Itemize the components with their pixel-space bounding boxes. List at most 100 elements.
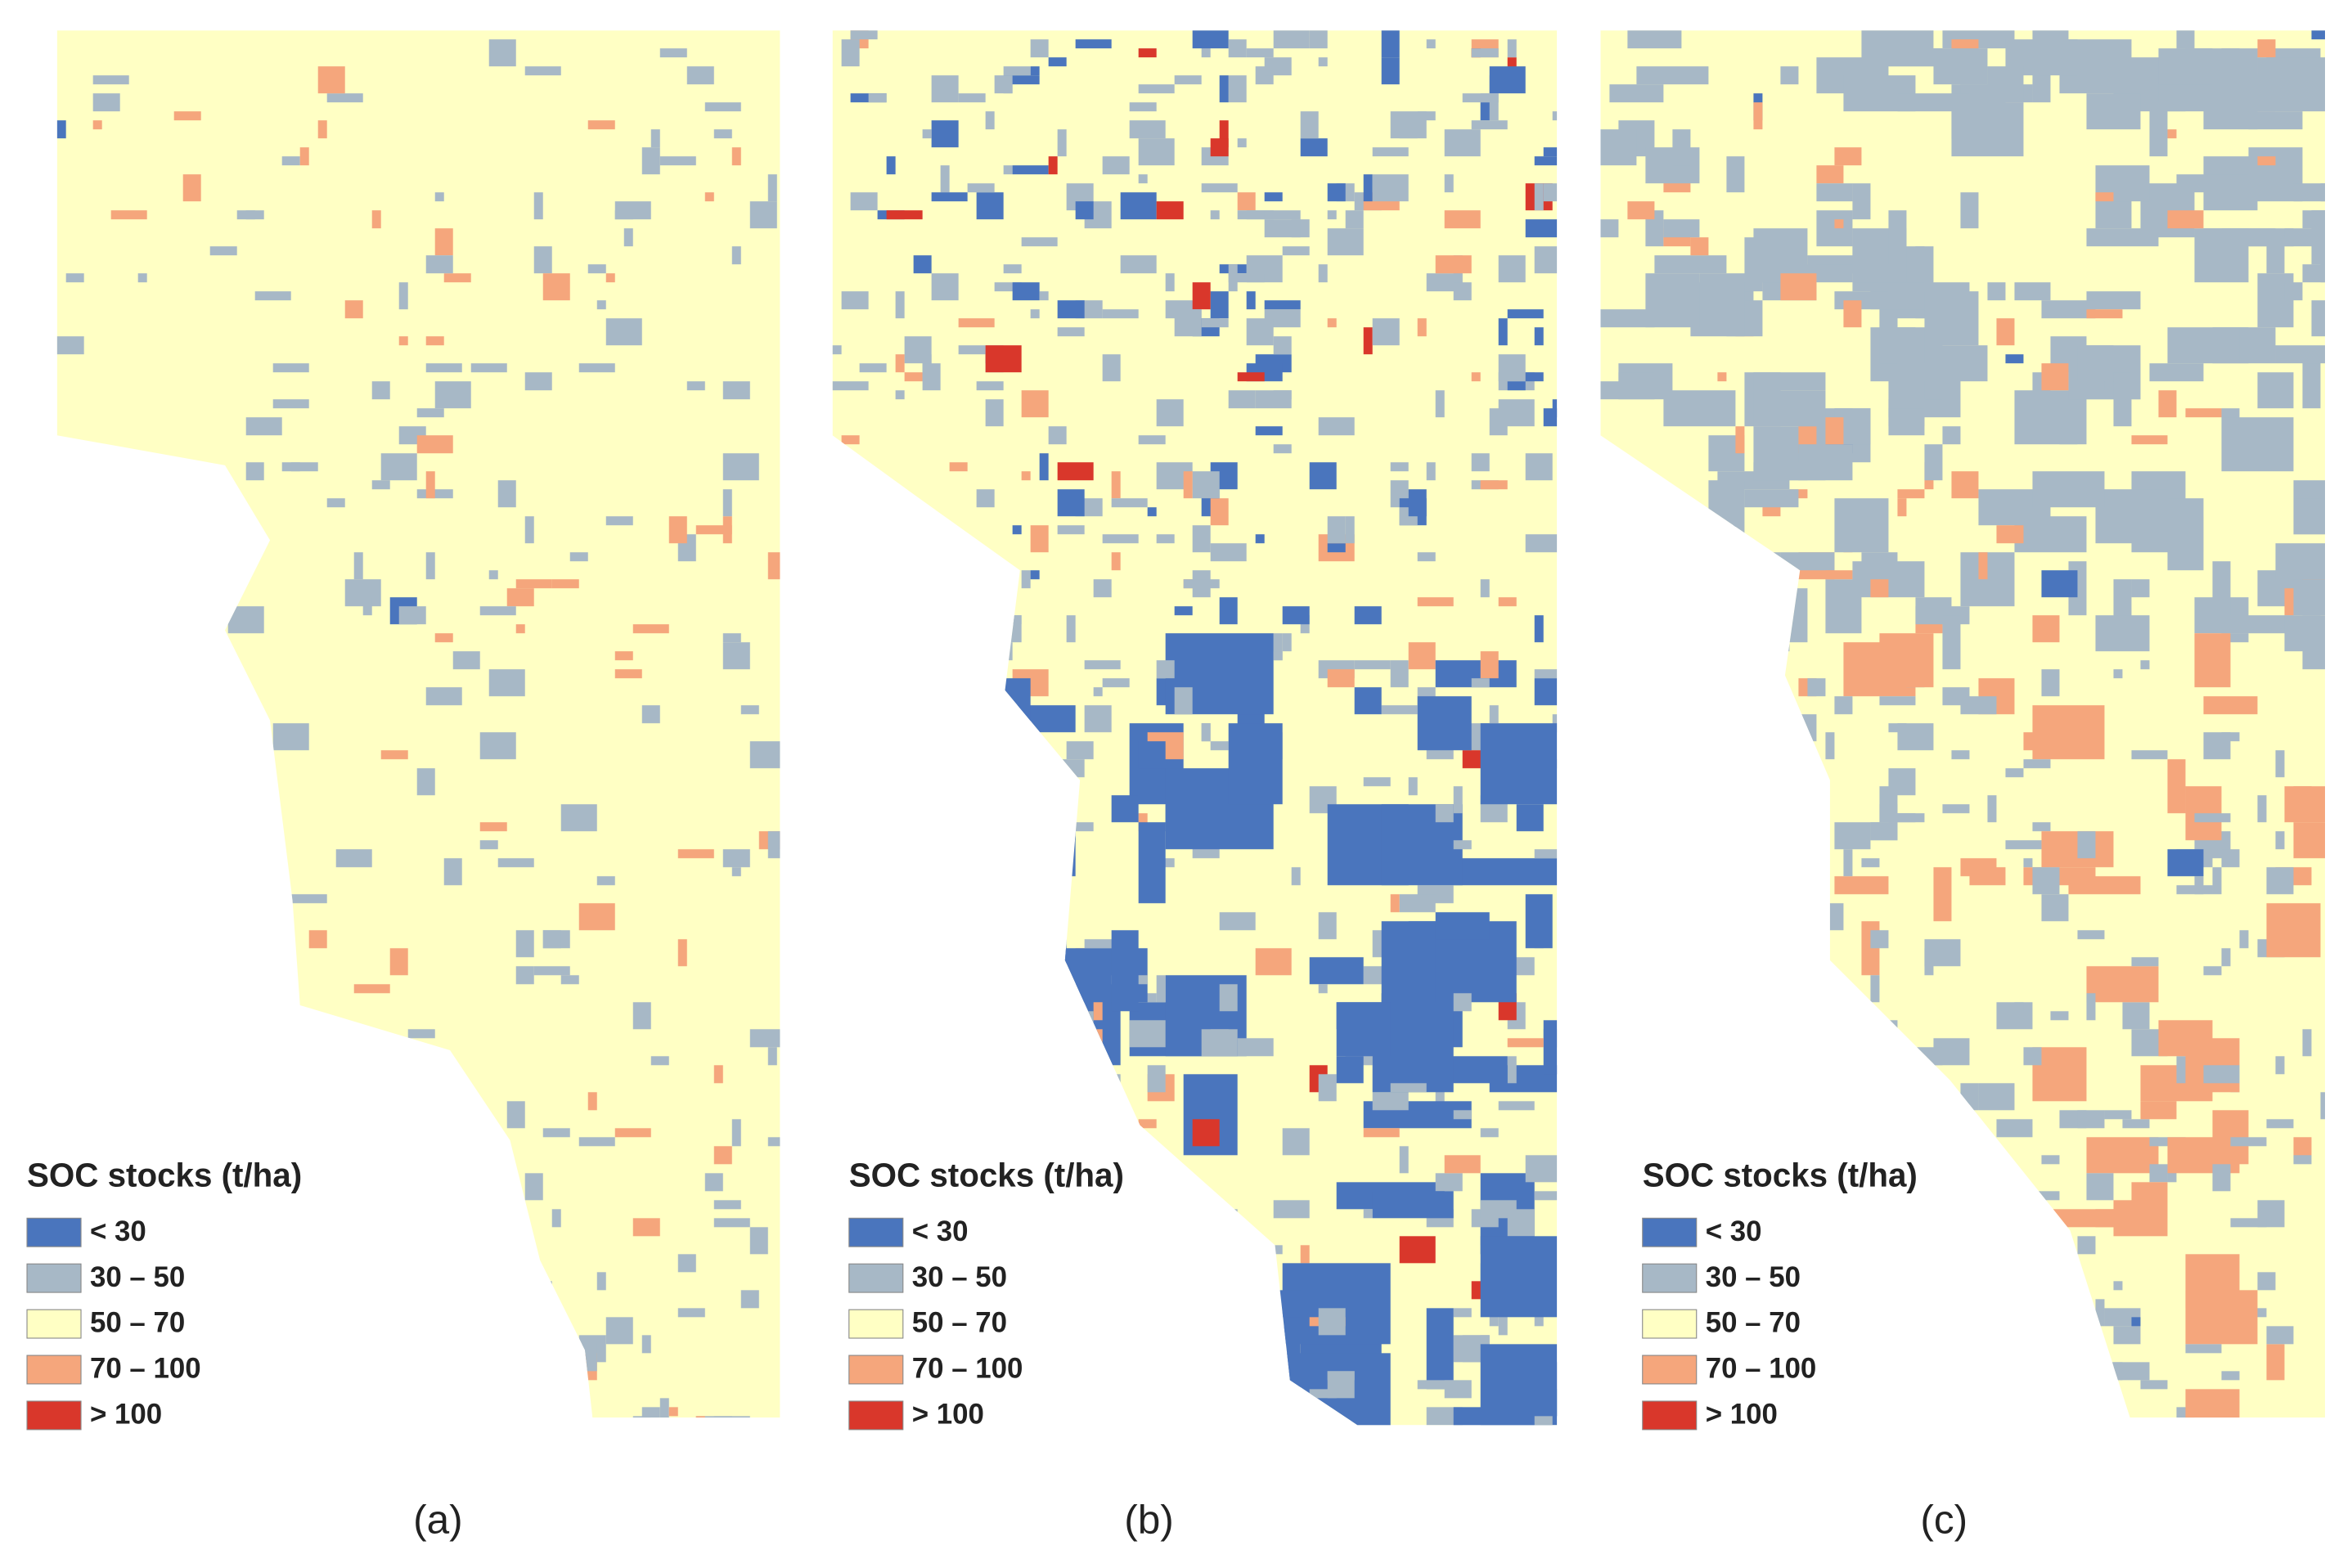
map-cell (380, 1236, 417, 1246)
map-cell (994, 75, 1013, 94)
map-cell (1534, 183, 1544, 211)
map-cell (1075, 39, 1112, 49)
map-cell (1744, 489, 1799, 508)
map-cell (1444, 210, 1481, 229)
map-cell (2095, 615, 2150, 652)
map-cell (2302, 210, 2325, 229)
map-cell (1354, 606, 1382, 625)
map-cell (722, 453, 759, 481)
map-cell (1753, 642, 1790, 652)
map-cell (1183, 579, 1220, 589)
map-cell (1264, 57, 1292, 76)
map-cell (1951, 1389, 1979, 1417)
map-cell (1480, 579, 1490, 598)
map-cell (1453, 993, 1472, 1012)
map-cell (2086, 93, 2141, 130)
map-cell (2284, 615, 2321, 652)
map-cell (1012, 1020, 1040, 1039)
map-cell (2023, 1047, 2042, 1066)
map-cell (434, 381, 471, 409)
map-cell (1228, 264, 1238, 292)
map-cell (1942, 1128, 1979, 1147)
map-cell (1888, 210, 1907, 265)
map-cell (686, 381, 705, 391)
map-cell (299, 147, 309, 166)
map-cell (1960, 1083, 1979, 1111)
map-cell (1084, 1074, 1121, 1084)
map-cell (1102, 156, 1130, 175)
map-cell (443, 273, 471, 283)
map-cell (976, 489, 995, 508)
map-cell (587, 120, 615, 130)
map-cell (1435, 804, 1454, 823)
map-cell (2257, 57, 2325, 112)
map-cell (2221, 732, 2240, 742)
map-cell (1273, 1245, 1283, 1255)
map-cell (1816, 183, 1853, 202)
map-cell (245, 831, 273, 850)
map-cell (1147, 1173, 1166, 1201)
map-cell (2275, 750, 2285, 778)
map-cell (1399, 1236, 1436, 1264)
map-cell (74, 1047, 111, 1057)
map-cell (1390, 1083, 1427, 1093)
map-cell (173, 786, 201, 814)
map-cell (1084, 1011, 1094, 1030)
map-cell (551, 1209, 561, 1228)
map-cell (1219, 984, 1238, 1012)
map-cell (841, 291, 869, 310)
map-cell (1255, 948, 1292, 976)
map-cell (1408, 489, 1427, 517)
map-cell (877, 741, 914, 751)
map-cell (2194, 813, 2231, 823)
map-cell (1255, 390, 1292, 409)
map-cell (1318, 57, 1328, 67)
map-cell (1201, 1236, 1211, 1255)
map-cell (1834, 696, 1853, 715)
map-cell (1717, 1083, 1727, 1111)
legend-label: 70 – 100 (90, 1353, 201, 1385)
map-cell (1453, 1407, 1535, 1426)
map-cell (895, 696, 1004, 751)
map-cell (1237, 1236, 1247, 1264)
map-cell (497, 1308, 534, 1327)
map-cell (967, 183, 995, 193)
map-cell (488, 39, 516, 67)
map-cell (596, 1272, 606, 1291)
map-cell (1228, 1344, 1256, 1354)
map-cell (1012, 525, 1022, 535)
map-cell (2221, 633, 2249, 643)
map-cell (868, 93, 887, 103)
map-cell (596, 300, 606, 310)
map-cell (380, 1209, 408, 1219)
map-cell (1600, 1101, 1628, 1129)
map-cell (1879, 1344, 1889, 1354)
map-cell (1327, 516, 1346, 544)
map-cell (110, 795, 129, 805)
map-cell (1870, 930, 1889, 949)
map-cell (65, 273, 84, 283)
map-cell (2293, 579, 2325, 616)
map-cell (1030, 912, 1067, 931)
map-cell (542, 273, 570, 301)
map-cell (524, 1173, 543, 1201)
map-cell (1453, 1308, 1472, 1318)
map-cell (2167, 327, 2240, 364)
map-cell (1942, 1353, 1970, 1381)
legend-label: 50 – 70 (90, 1307, 185, 1339)
legend-label: 70 – 100 (912, 1353, 1023, 1385)
map-cell (1021, 1254, 1058, 1282)
map-cell (1012, 1101, 1022, 1120)
map-cell (2131, 750, 2168, 760)
map-cell (1879, 1101, 1907, 1129)
map-cell (1753, 372, 1826, 391)
map-cell (326, 1083, 336, 1102)
map-cell (1480, 480, 1508, 490)
map-cell (1672, 129, 1691, 166)
map-cell (407, 1308, 417, 1327)
map-cell (2257, 372, 2294, 409)
map-cell (2041, 363, 2069, 391)
legend-swatch (848, 1309, 904, 1339)
map-cell (2266, 867, 2294, 895)
map-cell (1600, 1227, 1619, 1255)
